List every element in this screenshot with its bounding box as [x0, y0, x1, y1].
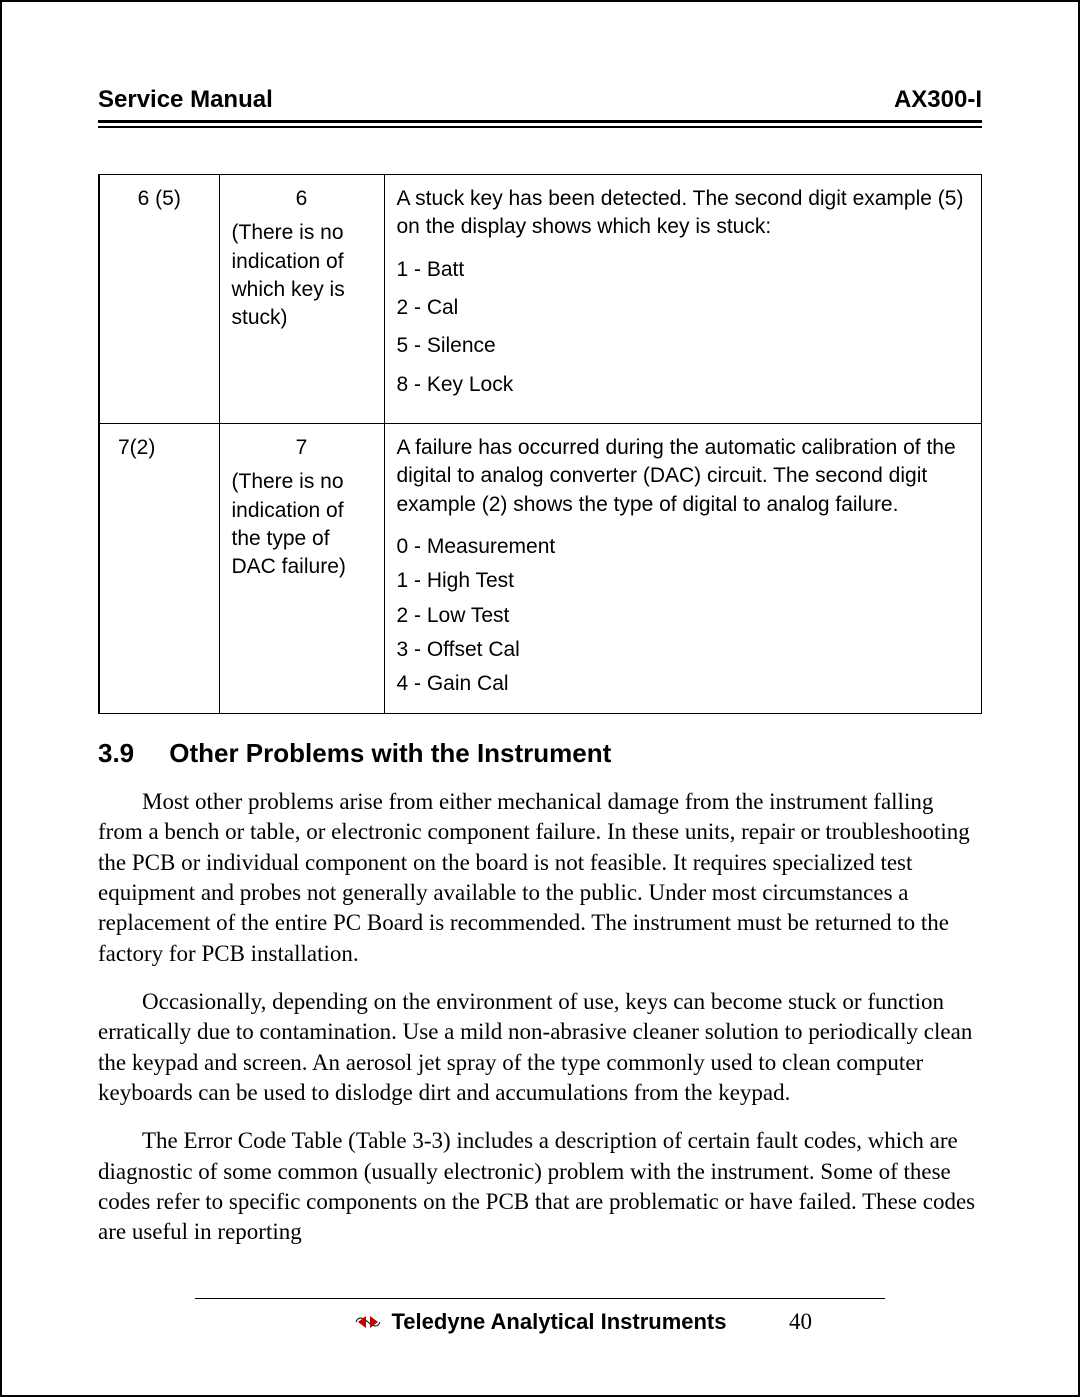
- list-item: 0 - Measurement: [397, 533, 970, 561]
- cell-display: 7 (There is no indication of the type of…: [219, 424, 384, 714]
- list-item: 5 - Silence: [397, 332, 970, 360]
- list-item: 2 - Low Test: [397, 602, 970, 630]
- display-number: 6: [232, 185, 372, 213]
- desc-intro: A failure has occurred during the automa…: [397, 434, 970, 519]
- cell-code: 7(2): [99, 424, 219, 714]
- document-page: Service Manual AX300-I 6 (5) 6 (There is…: [0, 0, 1080, 1397]
- cell-code: 6 (5): [99, 175, 219, 424]
- page-footer: Teledyne Analytical Instruments 40: [98, 1309, 982, 1335]
- section-heading: 3.9 Other Problems with the Instrument: [98, 738, 982, 769]
- header-rule: [98, 120, 982, 128]
- list-item: 1 - Batt: [397, 256, 970, 284]
- list-item: 3 - Offset Cal: [397, 636, 970, 664]
- spacer: [397, 399, 970, 409]
- section-title-text: Other Problems with the Instrument: [169, 738, 611, 768]
- body-text: Most other problems arise from either me…: [98, 787, 982, 1266]
- display-note: (There is no indication of the type of D…: [232, 468, 372, 581]
- cell-display: 6 (There is no indication of which key i…: [219, 175, 384, 424]
- paragraph-text: The Error Code Table (Table 3-3) include…: [98, 1128, 975, 1244]
- teledyne-logo-icon: [354, 1312, 382, 1332]
- display-note: (There is no indication of which key is …: [232, 219, 372, 332]
- desc-intro: A stuck key has been detected. The secon…: [397, 185, 970, 242]
- list-item: 8 - Key Lock: [397, 371, 970, 399]
- paragraph: Most other problems arise from either me…: [98, 787, 982, 969]
- header-right: AX300-I: [894, 86, 982, 114]
- paragraph: Occasionally, depending on the environme…: [98, 987, 982, 1108]
- list-item: 2 - Cal: [397, 294, 970, 322]
- list-item: 4 - Gain Cal: [397, 670, 970, 698]
- table-row: 7(2) 7 (There is no indication of the ty…: [99, 424, 982, 714]
- cell-description: A stuck key has been detected. The secon…: [384, 175, 982, 424]
- cell-description: A failure has occurred during the automa…: [384, 424, 982, 714]
- page-header: Service Manual AX300-I: [98, 86, 982, 120]
- header-left: Service Manual: [98, 86, 273, 114]
- paragraph: The Error Code Table (Table 3-3) include…: [98, 1126, 982, 1247]
- paragraph-text: Most other problems arise from either me…: [98, 789, 970, 966]
- paragraph-text: Occasionally, depending on the environme…: [98, 989, 972, 1105]
- list-item: 1 - High Test: [397, 567, 970, 595]
- page-number: 40: [789, 1309, 812, 1335]
- error-code-table: 6 (5) 6 (There is no indication of which…: [98, 174, 982, 714]
- display-number: 7: [232, 434, 372, 462]
- desc-list: 0 - Measurement 1 - High Test 2 - Low Te…: [397, 533, 970, 699]
- table-row: 6 (5) 6 (There is no indication of which…: [99, 175, 982, 424]
- section-number: 3.9: [98, 738, 162, 769]
- desc-list: 1 - Batt 2 - Cal 5 - Silence 8 - Key Loc…: [397, 256, 970, 399]
- footer-rule: [195, 1298, 885, 1299]
- footer-company: Teledyne Analytical Instruments: [392, 1309, 727, 1335]
